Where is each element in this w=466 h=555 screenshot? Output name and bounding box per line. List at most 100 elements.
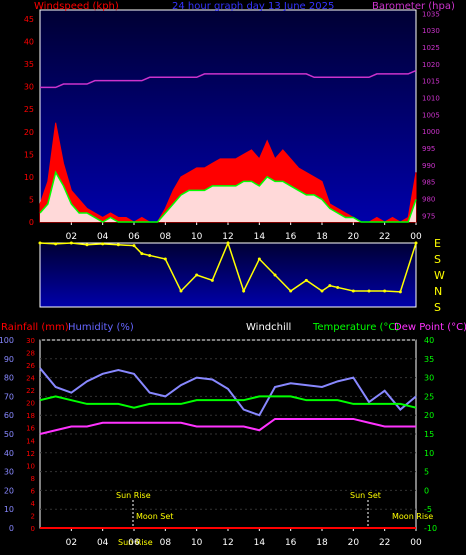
direction-label-s: S [434,253,441,266]
barometer-tick-label: 1010 [422,94,440,102]
wind-direction-point [320,289,324,293]
direction-label-e: E [434,237,441,250]
wind-direction-point [226,241,230,245]
temperature-tick-label: 10 [424,449,434,458]
rainfall-tick-label: 10 [26,462,35,470]
rainfall-tick-label: 20 [26,400,35,408]
sunset-marker-label: Sun Set [350,491,381,500]
temperature-tick-label: 20 [424,411,434,420]
temperature-tick-label: 5 [424,468,429,477]
rainfall-tick-label: 2 [31,512,35,520]
sunrise-bottom-label: Sun Rise [118,538,153,547]
rainfall-tick-label: 6 [31,487,36,495]
barometer-tick-label: 1020 [422,61,440,69]
windspeed-tick-label: 35 [24,60,34,69]
barometer-tick-label: 1000 [422,128,440,136]
wind-direction-point [195,273,199,277]
wind-direction-point [336,285,340,289]
rainfall-tick-label: 18 [26,412,35,420]
time-tick-label: 02 [66,538,77,548]
humidity-line [39,367,417,417]
temperature-tick-label: -5 [424,505,432,514]
humidity-axis-title: Humidity (%) [68,322,134,333]
temperature-tick-label: 30 [424,374,434,383]
rainfall-tick-label: 26 [26,362,35,370]
rainfall-tick-label: 12 [26,450,35,458]
time-tick-label: 00 [410,232,422,242]
windspeed-tick-label: 40 [24,38,34,47]
rainfall-tick-label: 28 [26,350,35,358]
dewpoint-line [39,417,416,435]
direction-chart-group [38,240,418,294]
barometer-tick-label: 975 [422,212,435,220]
humidity-tick-label: 70 [4,392,14,401]
temperature-tick-label: 40 [424,336,434,345]
windspeed-tick-label: 15 [24,150,34,159]
temperature-line [39,395,417,409]
wind-direction-point [179,289,183,293]
moonset-marker-label: Moon Set [136,512,173,521]
time-tick-label: 22 [379,232,390,242]
time-tick-label: 16 [285,538,297,548]
barometer-line [40,69,417,89]
wind-direction-point [304,278,308,282]
time-tick-label: 20 [348,538,360,548]
temperature-tick-label: 15 [424,430,434,439]
barometer-tick-label: 1035 [422,10,440,18]
windspeed-tick-label: 30 [24,83,34,92]
wind-direction-point [101,242,105,246]
direction-label-w: W [434,269,445,282]
barometer-tick-label: 1025 [422,44,440,52]
time-tick-label: 20 [348,232,360,242]
barometer-tick-label: 1005 [422,111,440,119]
humidity-tick-label: 20 [4,486,14,495]
time-tick-label: 06 [128,538,140,548]
humidity-tick-label: 30 [4,468,14,477]
rainfall-tick-label: 4 [31,500,36,508]
dewpoint-axis-title: Dew Point (°C) [394,322,466,333]
temperature-tick-label: 35 [424,355,434,364]
temperature-plot-area [40,340,416,528]
moonrise-marker-label: Moon Rise [392,512,433,521]
direction-plot-area [40,243,416,307]
barometer-tick-label: 995 [422,145,435,153]
rainfall-tick-label: 30 [26,337,35,345]
wind-direction-point [383,289,387,293]
barometer-axis-title: Barometer (hpa) [372,1,455,12]
time-tick-label: 22 [379,538,390,548]
humidity-tick-label: 80 [4,374,14,383]
barometer-tick-label: 980 [422,195,435,203]
time-tick-label: 10 [191,232,203,242]
time-tick-label: 18 [316,538,328,548]
wind-direction-point [38,241,42,245]
time-tick-label: 04 [97,232,109,242]
wind-direction-point [54,242,58,246]
time-tick-label: 06 [128,232,140,242]
chart-title: 24 hour graph day 13 June 2025 [172,1,334,12]
barometer-tick-label: 1030 [422,27,440,35]
time-tick-label: 08 [160,232,172,242]
time-tick-label: 16 [285,232,297,242]
humidity-tick-label: 0 [9,524,14,533]
rainfall-tick-label: 8 [31,475,35,483]
time-tick-label: 02 [66,232,77,242]
windspeed-tick-label: 25 [24,105,34,114]
barometer-tick-label: 985 [422,179,435,187]
windspeed-axis-title: Windspeed (kph) [34,1,119,12]
windspeed-tick-label: 10 [24,173,34,182]
time-tick-label: 04 [97,538,109,548]
direction-label-s2: S [434,301,441,314]
humidity-tick-label: 100 [0,336,14,345]
temperature-axis-title: Temperature (°C) [312,322,399,333]
wind-direction-point [148,253,152,257]
time-tick-label: 10 [191,538,203,548]
rainfall-axis-title: Rainfall (mm) [1,322,69,333]
rainfall-tick-label: 14 [26,437,35,445]
rainfall-tick-label: 24 [26,375,35,383]
rainfall-tick-label: 16 [26,425,35,433]
time-tick-label: 18 [316,232,328,242]
humidity-tick-label: 90 [4,355,14,364]
time-tick-label: 14 [254,232,266,242]
wind-direction-point [257,257,261,261]
